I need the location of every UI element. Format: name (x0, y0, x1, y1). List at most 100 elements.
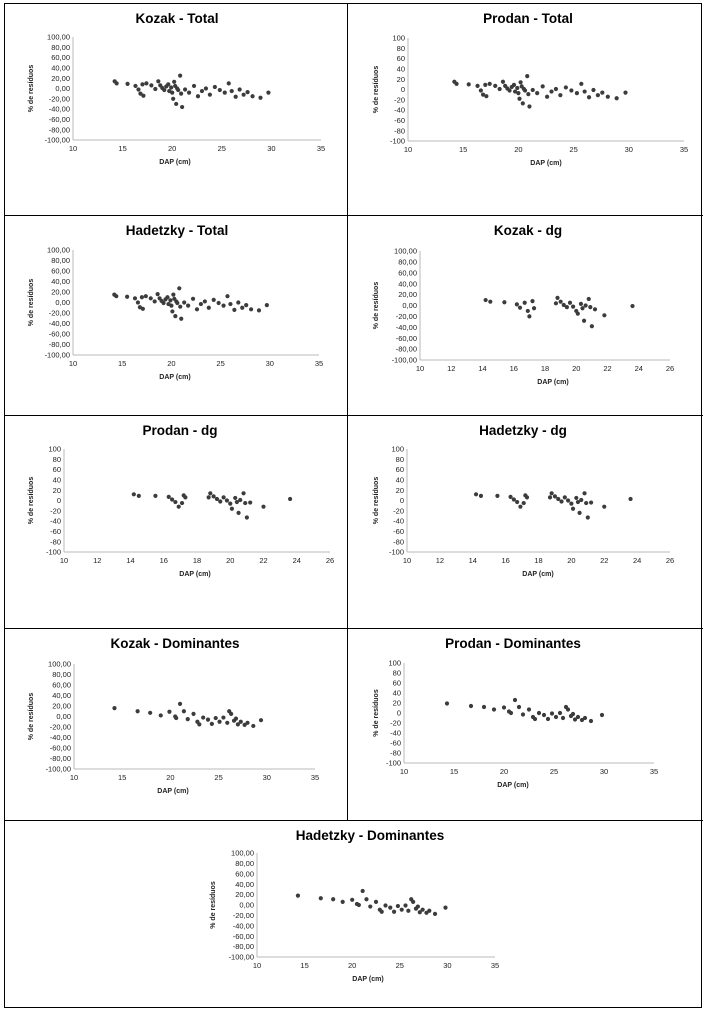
data-point (571, 304, 576, 309)
chart-panel-6: Hadetzky - dg 100 80 60 40 20 0 -20 -40 -60 -80 -10… (348, 416, 703, 629)
x-tick-label: 18 (541, 364, 549, 373)
data-point (518, 80, 523, 85)
data-point (133, 83, 138, 89)
y-tick-label: -80,00 (49, 340, 70, 349)
data-point (517, 305, 523, 310)
data-point (125, 294, 130, 299)
y-tick-label: 100,00 (231, 849, 254, 858)
data-point (114, 81, 119, 86)
data-point (181, 709, 186, 714)
data-point (406, 908, 411, 913)
data-point (535, 91, 540, 96)
x-tick-label: 16 (510, 364, 518, 373)
data-point (213, 715, 218, 721)
y-tick-label: 40,00 (52, 691, 71, 700)
y-tick-label: 60,00 (235, 869, 254, 878)
y-tick-label: -20,00 (50, 723, 71, 732)
data-point (478, 493, 484, 498)
y-tick-label: 20,00 (398, 290, 417, 299)
y-tick-label: 60 (396, 465, 404, 474)
data-point (166, 494, 171, 499)
data-point (318, 896, 323, 901)
y-tick-label: -100 (46, 548, 61, 557)
y-tick-label: 40,00 (398, 279, 417, 288)
scatter-chart: Prodan - dg100806040200-20-40-60-80-1001… (28, 423, 334, 578)
y-tick-label: 40,00 (51, 277, 70, 286)
y-tick-label: 100 (388, 659, 401, 668)
data-point (508, 710, 514, 716)
scatter-chart: Hadetzky - dg100806040200-20-40-60-80-10… (373, 423, 674, 578)
data-point (256, 308, 262, 313)
x-tick-label: 20 (572, 364, 580, 373)
data-point (156, 79, 161, 84)
data-point (383, 903, 388, 908)
data-point (350, 897, 355, 902)
data-point (507, 88, 512, 93)
data-point (149, 83, 154, 88)
data-point (549, 491, 554, 496)
x-tick-label: 22 (603, 364, 611, 373)
y-tick-label: -20 (393, 506, 404, 515)
data-point (483, 297, 488, 303)
y-tick-label: 80 (393, 669, 401, 678)
data-point (592, 307, 598, 312)
y-axis-label: % de resíduos (210, 881, 217, 929)
data-point (176, 87, 181, 93)
x-axis-label: DAP (cm) (159, 374, 190, 381)
data-point (545, 716, 551, 722)
data-point (244, 515, 249, 520)
chart-panel-2: Prodan - Total 100 80 60 40 20 0 -20 -40 -60 -80 -1… (348, 4, 703, 216)
x-tick-label: 20 (167, 359, 175, 368)
data-point (578, 301, 584, 306)
data-point (190, 296, 196, 301)
data-point (170, 90, 175, 95)
y-tick-label: 40 (396, 476, 404, 485)
x-tick-label: 15 (118, 359, 126, 368)
data-point (602, 313, 607, 318)
x-tick-label: 25 (396, 961, 404, 970)
data-point (240, 305, 245, 310)
data-point (250, 94, 255, 99)
data-point (241, 491, 246, 496)
y-tick-label: 100,00 (47, 246, 70, 255)
y-tick-label: -80,00 (396, 345, 417, 354)
data-point (179, 91, 184, 96)
y-tick-label: -60 (393, 527, 404, 536)
data-point (572, 717, 578, 722)
data-point (212, 84, 217, 90)
data-point (558, 299, 563, 304)
x-tick-label: 30 (263, 773, 271, 782)
y-tick-label: 0,00 (56, 712, 71, 721)
y-tick-label: -100,00 (392, 356, 417, 365)
x-tick-label: 12 (436, 556, 444, 565)
data-point (522, 300, 527, 305)
data-point (228, 301, 233, 307)
y-tick-label: -40,00 (49, 319, 70, 328)
data-point (415, 904, 420, 909)
y-tick-label: -100,00 (46, 765, 71, 774)
x-tick-label: 15 (118, 773, 126, 782)
x-tick-label: 30 (443, 961, 451, 970)
data-point (522, 88, 528, 93)
x-tick-label: 35 (650, 767, 658, 776)
x-axis-label: DAP (cm) (537, 379, 568, 386)
data-point (141, 93, 146, 98)
data-point (547, 495, 553, 500)
data-point (245, 90, 250, 95)
data-point (552, 494, 558, 499)
chart-title: Hadetzky - Dominantes (296, 828, 445, 843)
y-tick-label: -40 (394, 106, 405, 115)
y-tick-label: -60 (50, 527, 61, 536)
x-tick-label: 35 (680, 145, 688, 154)
data-point (360, 888, 365, 894)
data-point (475, 83, 480, 88)
y-tick-label: -60 (390, 739, 401, 748)
x-tick-label: 20 (500, 767, 508, 776)
data-point (518, 504, 523, 509)
data-point (605, 94, 610, 99)
y-axis-label: % de resíduos (373, 282, 380, 330)
data-point (512, 89, 518, 94)
data-point (565, 707, 571, 712)
x-tick-label: 25 (214, 773, 222, 782)
data-point (591, 87, 596, 93)
